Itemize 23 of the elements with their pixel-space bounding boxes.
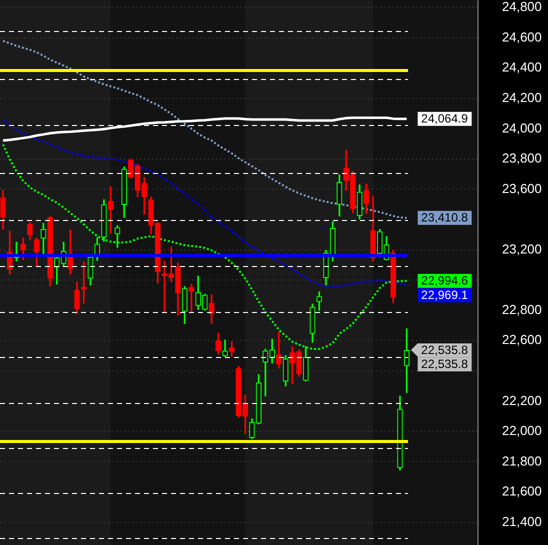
y-tick-label: 24,400: [502, 60, 542, 75]
line-series: [2, 40, 408, 219]
y-tick-label: 22,000: [502, 423, 542, 438]
y-tick-label: 24,600: [502, 29, 542, 44]
y-tick-label: 22,200: [502, 392, 542, 408]
y-tick-label: 21,400: [502, 514, 542, 529]
data-label: 23,410.8: [421, 210, 468, 225]
y-tick-label: 24,800: [502, 0, 542, 14]
y-tick-label: 24,000: [502, 120, 542, 136]
y-tick-label: 22,600: [502, 332, 542, 348]
text: 22,535.8: [421, 357, 468, 372]
y-tick-label: 23,800: [502, 150, 542, 166]
line-series: [2, 119, 408, 288]
y-tick-label: 21,600: [502, 484, 542, 499]
y-tick-label: 23,200: [502, 241, 542, 256]
data-label: 22,994.6: [421, 274, 468, 288]
text: 22,535.8: [421, 343, 468, 358]
data-label: 22,969.1: [421, 288, 468, 302]
y-tick-label: 24,200: [502, 90, 542, 105]
y-tick-label: 23,600: [502, 180, 542, 196]
data-label: 24,064.9: [421, 112, 468, 126]
y-tick-label: 22,800: [502, 302, 542, 317]
y-tick-label: 21,800: [502, 453, 542, 468]
